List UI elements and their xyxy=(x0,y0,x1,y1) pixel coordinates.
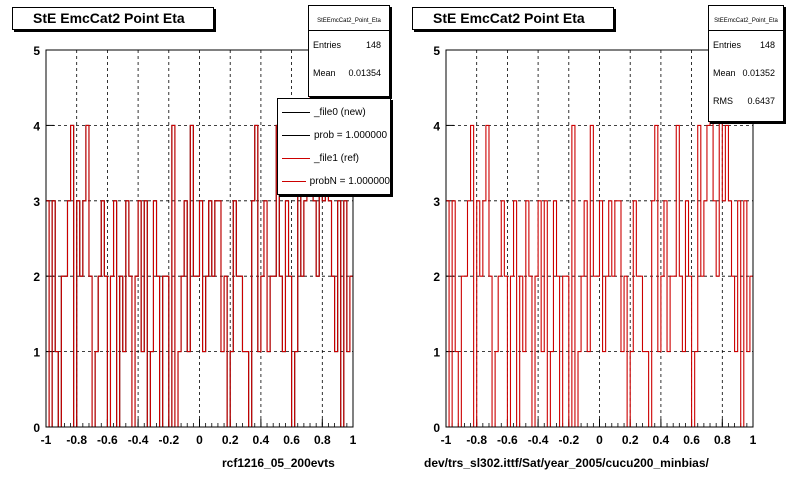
stats-entries-row: Entries 148 xyxy=(709,31,783,59)
panel1-title: StE EmcCat2 Point Eta xyxy=(12,7,214,30)
legend-label: prob = 1.000000 xyxy=(314,130,388,141)
y-tick-label: 0 xyxy=(33,421,40,435)
x-tick-label: 0 xyxy=(596,433,603,447)
x-tick-label: -0.4 xyxy=(128,433,149,447)
plot-frame xyxy=(45,49,354,428)
legend-swatch xyxy=(282,181,306,182)
stats-rms-label: RMS xyxy=(713,96,733,106)
x-tick-label: 0 xyxy=(196,433,203,447)
panel1-legend: _file0 (new) prob = 1.000000 _file1 (ref… xyxy=(277,98,391,195)
x-tick-label: 0.8 xyxy=(314,433,331,447)
x-tick-label: 0.2 xyxy=(222,433,239,447)
legend-entry-probn: probN = 1.000000 xyxy=(278,170,390,193)
panel2-footer: dev/trs_sl302.ittf/Sat/year_2005/cucu200… xyxy=(424,456,709,470)
legend-label: probN = 1.000000 xyxy=(309,176,390,187)
x-tick-label: 1 xyxy=(350,433,357,447)
y-tick-label: 0 xyxy=(433,421,440,435)
y-tick-label: 1 xyxy=(33,346,40,360)
stats-mean-value: 0.01352 xyxy=(742,68,775,78)
x-tick-label: 0.4 xyxy=(653,433,670,447)
stats-name: StEEmcCat2_Point_Eta xyxy=(309,6,389,31)
legend-entry-file1: _file1 (ref) xyxy=(278,147,390,170)
stats-mean-label: Mean xyxy=(713,68,736,78)
x-tick-label: 0.2 xyxy=(622,433,639,447)
histogram-series--file1-ref- xyxy=(46,49,353,428)
x-tick-label: -1 xyxy=(41,433,52,447)
panel1-stats-box: StEEmcCat2_Point_Eta Entries 148 Mean 0.… xyxy=(308,5,390,97)
stats-entries-value: 148 xyxy=(365,40,381,50)
stats-rms-row: RMS 0.6437 xyxy=(709,87,783,115)
legend-entry-prob: prob = 1.000000 xyxy=(278,124,390,147)
x-tick-label: 0.6 xyxy=(683,433,700,447)
stats-entries-label: Entries xyxy=(713,40,742,50)
x-tick-label: -0.2 xyxy=(158,433,179,447)
stats-entries-value: 148 xyxy=(759,40,775,50)
stats-mean-value: 0.01354 xyxy=(348,68,381,78)
x-tick-label: -0.8 xyxy=(466,433,487,447)
legend-swatch xyxy=(282,158,310,159)
x-tick-label: -0.6 xyxy=(97,433,118,447)
legend-label: _file1 (ref) xyxy=(314,153,360,164)
stats-entries-row: Entries 148 xyxy=(309,31,389,59)
panel2-title: StE EmcCat2 Point Eta xyxy=(412,7,614,30)
y-tick-label: 5 xyxy=(433,44,440,58)
stats-name: StEEmcCat2_Point_Eta xyxy=(709,6,783,31)
y-tick-label: 3 xyxy=(433,195,440,209)
x-tick-label: -0.8 xyxy=(66,433,87,447)
legend-label: _file0 (new) xyxy=(314,107,366,118)
y-tick-label: 1 xyxy=(433,346,440,360)
x-tick-label: -0.6 xyxy=(497,433,518,447)
x-tick-label: 1 xyxy=(750,433,757,447)
x-tick-label: -0.2 xyxy=(558,433,579,447)
panel2-stats-box: StEEmcCat2_Point_Eta Entries 148 Mean 0.… xyxy=(708,5,784,122)
y-tick-label: 4 xyxy=(33,119,40,133)
x-tick-label: 0.4 xyxy=(253,433,270,447)
stats-entries-label: Entries xyxy=(313,40,342,50)
legend-swatch xyxy=(282,112,310,113)
stats-rms-value: 0.6437 xyxy=(747,96,775,106)
y-tick-label: 5 xyxy=(33,44,40,58)
y-tick-label: 4 xyxy=(433,119,440,133)
x-tick-label: -0.4 xyxy=(528,433,549,447)
plot-frame xyxy=(445,49,754,428)
y-tick-label: 2 xyxy=(33,270,40,284)
legend-entry-file0: _file0 (new) xyxy=(278,101,390,124)
x-tick-label: 0.6 xyxy=(283,433,300,447)
y-tick-label: 2 xyxy=(433,270,440,284)
panel1-footer: rcf1216_05_200evts xyxy=(222,456,335,470)
stats-mean-row: Mean 0.01354 xyxy=(309,59,389,87)
y-tick-label: 3 xyxy=(33,195,40,209)
x-tick-label: -1 xyxy=(441,433,452,447)
histogram-series-ref xyxy=(446,49,753,428)
stats-mean-label: Mean xyxy=(313,68,336,78)
x-tick-label: 0.8 xyxy=(714,433,731,447)
stats-mean-row: Mean 0.01352 xyxy=(709,59,783,87)
legend-swatch xyxy=(282,135,310,136)
